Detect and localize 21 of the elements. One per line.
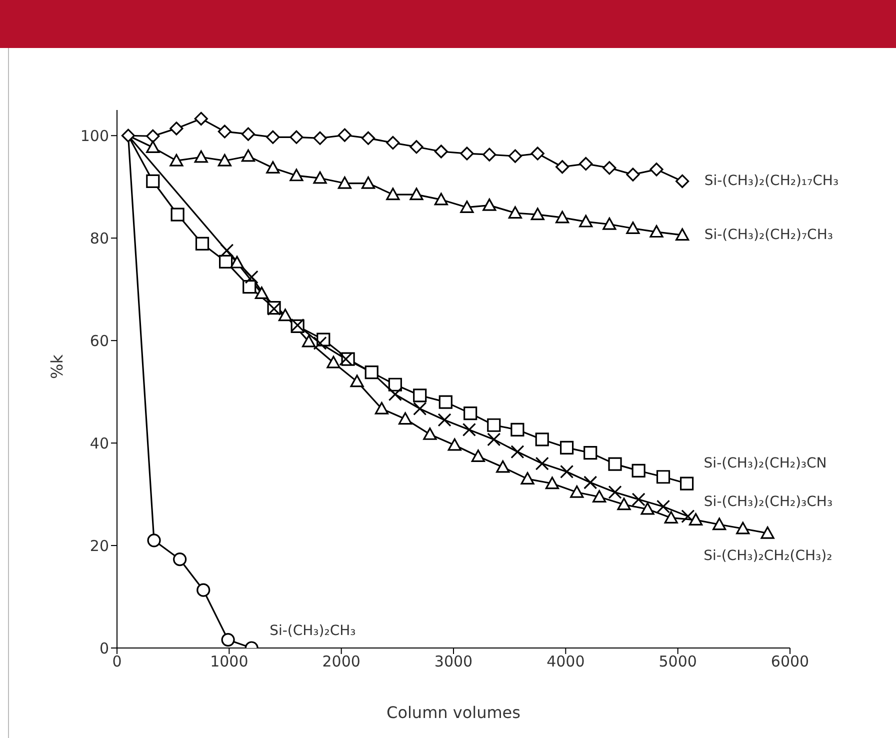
- x-tick-label: 6000: [770, 652, 810, 671]
- series-label: Si-(CH₃)₂(CH₂)₇CH₃: [704, 226, 833, 243]
- y-tick-label: 60: [90, 332, 109, 350]
- y-tick-label: 40: [90, 434, 109, 452]
- y-tick-label: 0: [99, 639, 109, 658]
- y-tick-label: 20: [90, 536, 109, 555]
- y-tick-label: 80: [90, 229, 109, 248]
- x-tick-label: 0: [112, 652, 122, 671]
- x-axis-title: Column volumes: [386, 703, 520, 722]
- x-tick-label: 2000: [322, 652, 360, 671]
- series-label: Si-(CH₃)₂(CH₂)₃CH₃: [704, 494, 833, 510]
- x-tick-label: 1000: [210, 652, 248, 671]
- series-label: Si-(CH₃)₂(CH₂)₃CN: [704, 455, 827, 472]
- x-tick-label: 3000: [434, 652, 473, 671]
- series-label: Si-(CH₃)₂CH₂(CH₃)₂: [704, 548, 832, 564]
- x-tick-label: 4000: [546, 652, 585, 671]
- y-tick-label: 100: [80, 126, 109, 145]
- series-label: Si-(CH₃)₂(CH₂)₁₇CH₃: [704, 173, 839, 190]
- y-axis-title: %k: [48, 354, 67, 379]
- x-tick-label: 5000: [658, 652, 697, 671]
- series-label: Si-(CH₃)₂CH₃: [270, 622, 356, 639]
